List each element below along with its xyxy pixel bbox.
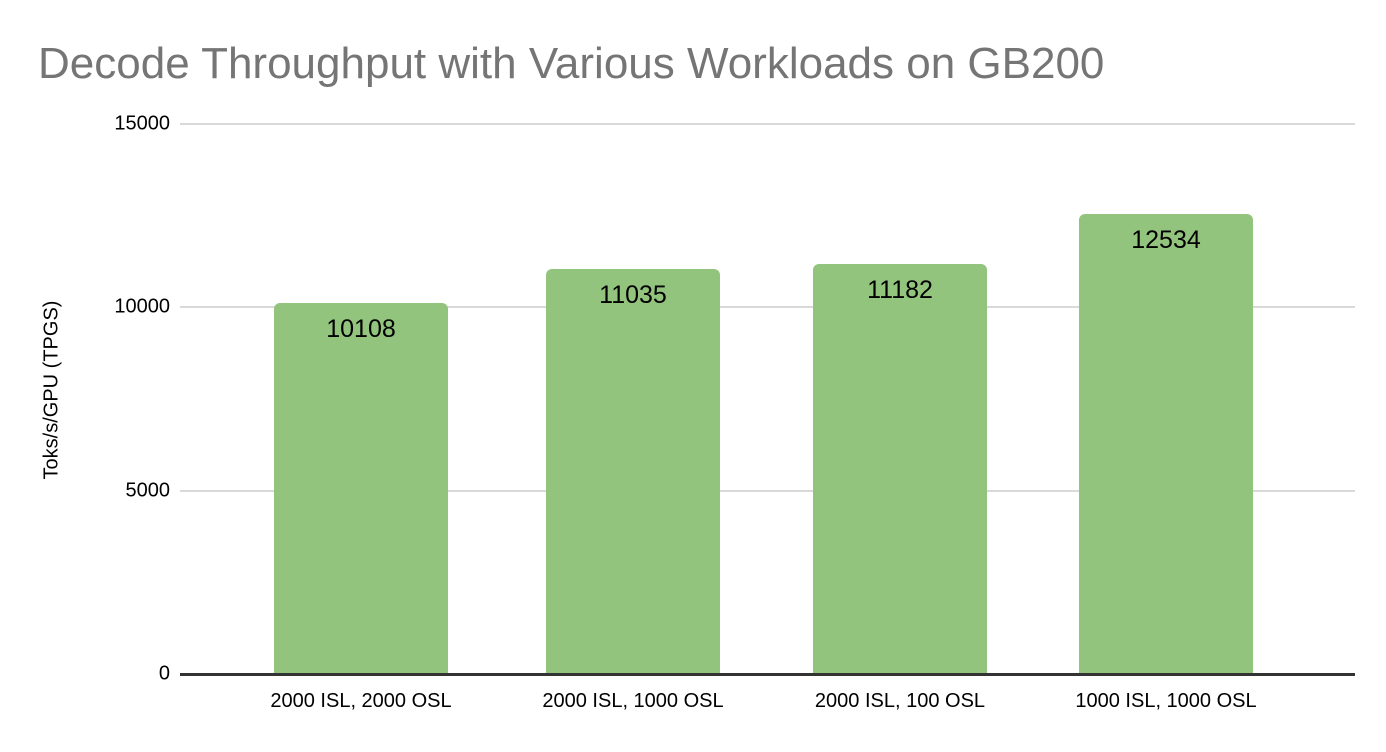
- y-tick-label: 10000: [114, 295, 170, 318]
- x-tick-label: 2000 ISL, 1000 OSL: [542, 690, 724, 712]
- y-tick-label: 0: [158, 662, 170, 685]
- chart-title: Decode Throughput with Various Workloads…: [38, 39, 1105, 88]
- bar: 11182: [813, 263, 987, 674]
- bar-value-label: 10108: [326, 315, 396, 344]
- x-tick-label: 1000 ISL, 1000 OSL: [1075, 690, 1257, 712]
- y-tick-label: 15000: [114, 112, 170, 135]
- y-tick-label: 5000: [125, 479, 171, 502]
- bar: 11035: [546, 269, 720, 674]
- gridline: [180, 123, 1355, 125]
- y-axis-title: Toks/s/GPU (TPGS): [40, 300, 63, 480]
- x-axis-line: [180, 673, 1355, 676]
- bar-value-label: 11182: [867, 275, 933, 304]
- bar: 10108: [274, 303, 448, 674]
- bar-value-label: 11035: [599, 281, 667, 310]
- x-tick-label: 2000 ISL, 2000 OSL: [270, 690, 452, 712]
- x-tick-label: 2000 ISL, 100 OSL: [814, 690, 986, 712]
- gridline: [180, 306, 1355, 309]
- gridline: [180, 489, 1355, 492]
- bar-value-label: 12534: [1131, 226, 1201, 255]
- bar: 12534: [1079, 214, 1253, 674]
